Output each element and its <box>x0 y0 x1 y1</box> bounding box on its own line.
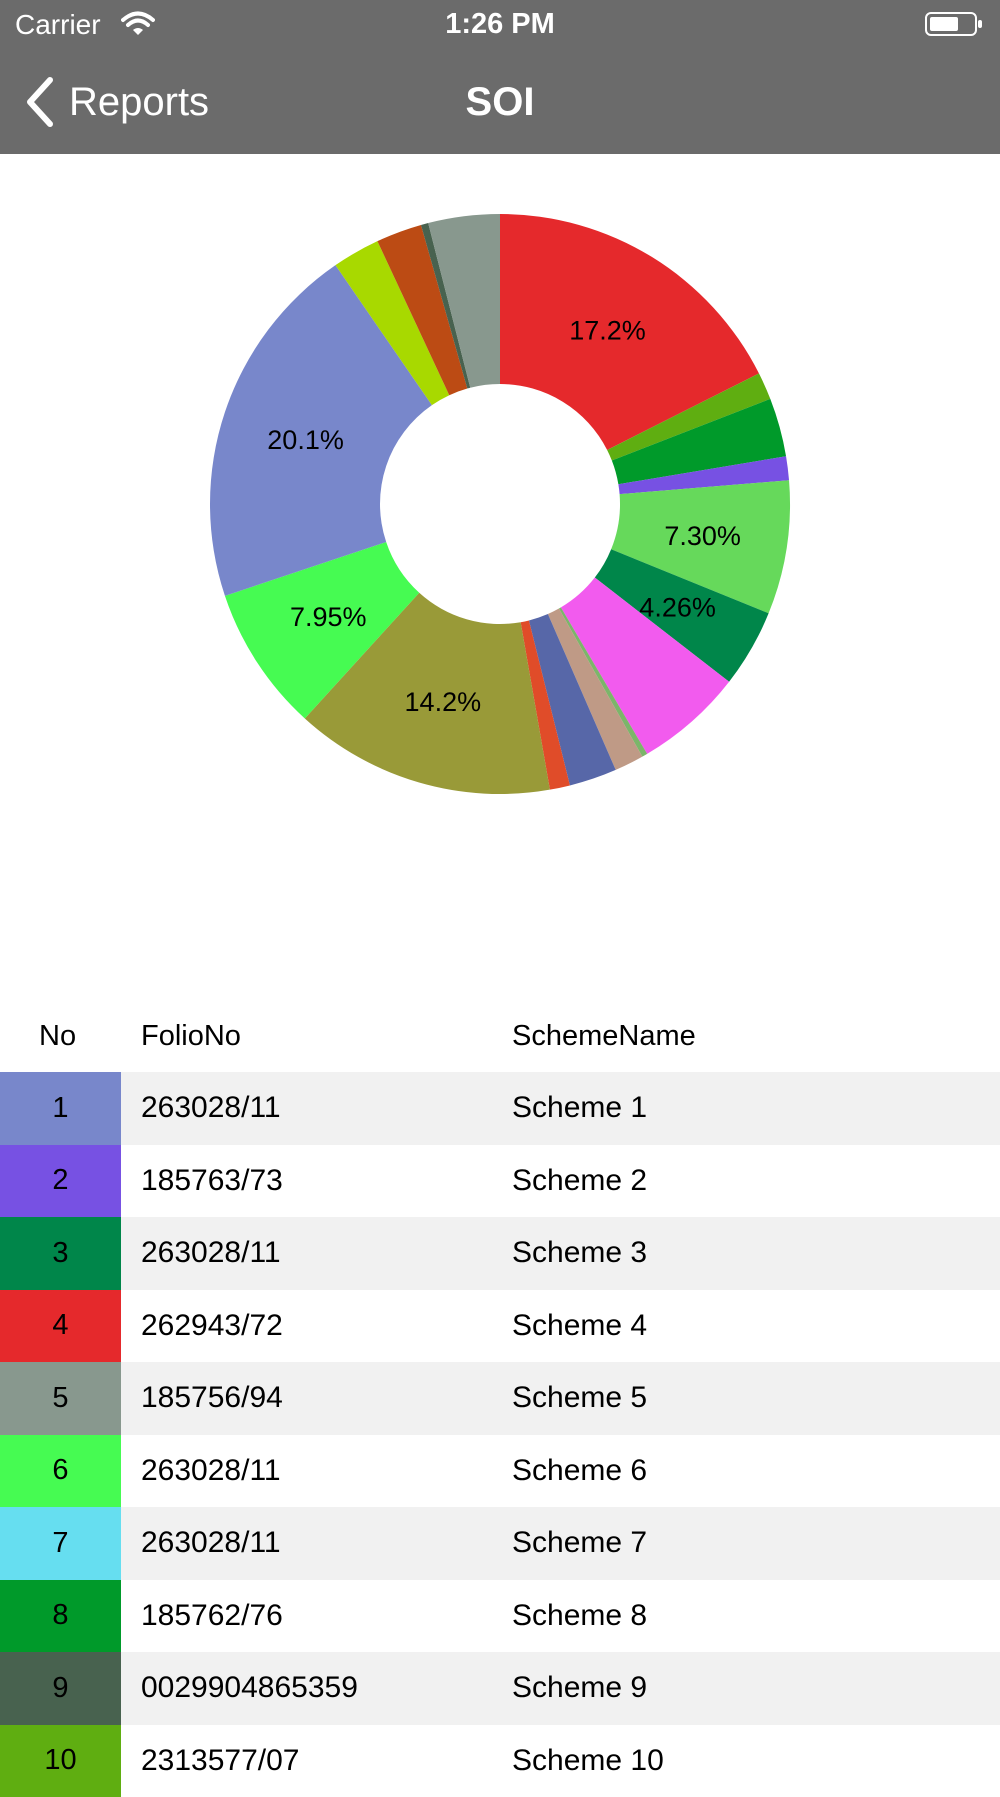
scheme-name-cell: Scheme 10 <box>512 1725 664 1797</box>
row-number-cell: 9 <box>0 1652 121 1725</box>
slice-label: 7.95% <box>290 602 367 632</box>
header-scheme-name: SchemeName <box>512 1020 696 1053</box>
folio-no-cell: 263028/11 <box>141 1507 281 1580</box>
table-row[interactable]: 5 185756/94 Scheme 5 <box>0 1362 1000 1435</box>
scheme-name-cell: Scheme 1 <box>512 1072 647 1145</box>
row-number-cell: 6 <box>0 1435 121 1508</box>
table-row[interactable]: 4 262943/72 Scheme 4 <box>0 1290 1000 1363</box>
table-row[interactable]: 8 185762/76 Scheme 8 <box>0 1580 1000 1653</box>
scheme-name-cell: Scheme 9 <box>512 1652 647 1725</box>
row-number-cell: 10 <box>0 1725 121 1797</box>
folio-no-cell: 185763/73 <box>141 1145 283 1218</box>
scheme-name-cell: Scheme 2 <box>512 1145 647 1218</box>
table-header: No FolioNo SchemeName <box>0 1000 1000 1072</box>
navigation-bar: Reports SOI <box>0 50 1000 154</box>
scheme-name-cell: Scheme 6 <box>512 1435 647 1508</box>
folio-no-cell: 263028/11 <box>141 1435 281 1508</box>
table-row[interactable]: 1 263028/11 Scheme 1 <box>0 1072 1000 1145</box>
row-number-cell: 4 <box>0 1290 121 1363</box>
slice-label: 17.2% <box>569 315 646 345</box>
slice-label: 20.1% <box>267 425 344 455</box>
battery-icon <box>925 12 983 36</box>
donut-chart-area: 17.2% 7.30% 4.26% 14.2% 7.95% 20.1% <box>0 154 1000 994</box>
row-number-cell: 3 <box>0 1217 121 1290</box>
table-row[interactable]: 2 185763/73 Scheme 2 <box>0 1145 1000 1218</box>
row-number-cell: 7 <box>0 1507 121 1580</box>
header-no: No <box>39 1020 76 1053</box>
table-row[interactable]: 7 263028/11 Scheme 7 <box>0 1507 1000 1580</box>
folio-no-cell: 185756/94 <box>141 1362 283 1435</box>
folio-no-cell: 2313577/07 <box>141 1725 300 1797</box>
scheme-name-cell: Scheme 8 <box>512 1580 647 1653</box>
top-bar: Carrier 1:26 PM Reports SOI <box>0 0 1000 154</box>
folio-no-cell: 0029904865359 <box>141 1652 358 1725</box>
folio-no-cell: 263028/11 <box>141 1217 281 1290</box>
folio-no-cell: 185762/76 <box>141 1580 283 1653</box>
slice-label: 4.26% <box>639 592 716 622</box>
scheme-name-cell: Scheme 7 <box>512 1507 647 1580</box>
table-row[interactable]: 10 2313577/07 Scheme 10 <box>0 1725 1000 1797</box>
scheme-name-cell: Scheme 3 <box>512 1217 647 1290</box>
scheme-table: No FolioNo SchemeName 1 263028/11 Scheme 1… <box>0 1000 1000 1797</box>
folio-no-cell: 263028/11 <box>141 1072 281 1145</box>
table-row[interactable]: 6 263028/11 Scheme 6 <box>0 1435 1000 1508</box>
table-row[interactable]: 3 263028/11 Scheme 3 <box>0 1217 1000 1290</box>
table-body: 1 263028/11 Scheme 1 2 185763/73 Scheme 2 3 263… <box>0 1072 1000 1797</box>
header-folio-no: FolioNo <box>141 1020 241 1053</box>
slice-label: 14.2% <box>405 687 482 717</box>
status-time: 1:26 PM <box>0 8 1000 41</box>
folio-no-cell: 262943/72 <box>141 1290 283 1363</box>
row-number-cell: 8 <box>0 1580 121 1653</box>
row-number-cell: 2 <box>0 1145 121 1218</box>
row-number-cell: 1 <box>0 1072 121 1145</box>
slice-label: 7.30% <box>664 521 741 551</box>
scheme-name-cell: Scheme 4 <box>512 1290 647 1363</box>
row-number-cell: 5 <box>0 1362 121 1435</box>
scheme-name-cell: Scheme 5 <box>512 1362 647 1435</box>
donut-chart: 17.2% 7.30% 4.26% 14.2% 7.95% 20.1% <box>0 154 1000 994</box>
status-bar: Carrier 1:26 PM <box>0 0 1000 50</box>
page-title: SOI <box>0 80 1000 125</box>
table-row[interactable]: 9 0029904865359 Scheme 9 <box>0 1652 1000 1725</box>
